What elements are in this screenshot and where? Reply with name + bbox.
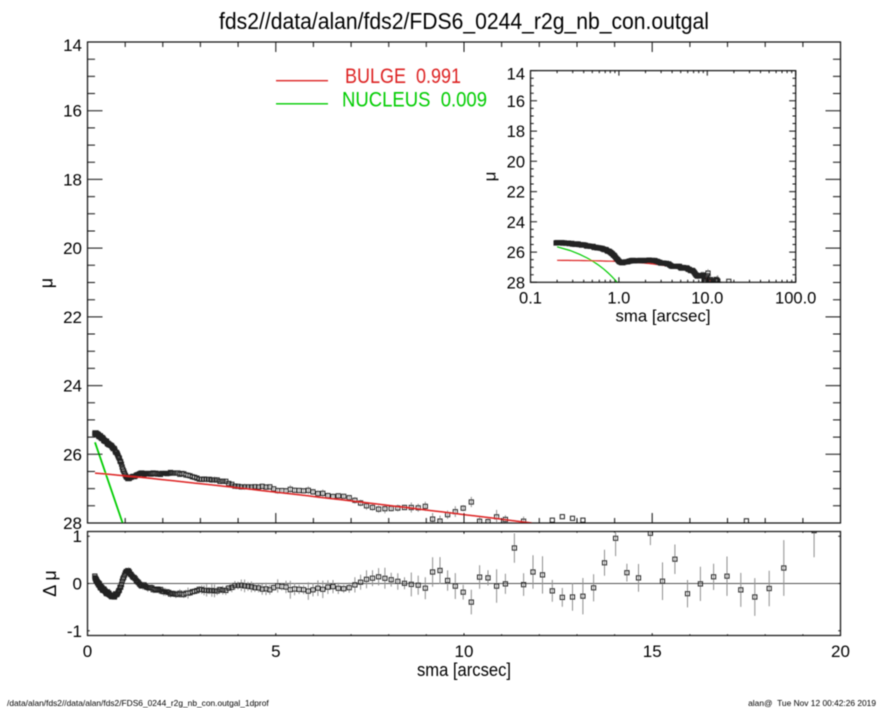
svg-text:20: 20 <box>831 642 850 661</box>
svg-text:100.0: 100.0 <box>775 290 816 308</box>
svg-text:1: 1 <box>73 527 82 546</box>
svg-text:alan@ Tue Nov 12 00:42:26 201: alan@ Tue Nov 12 00:42:26 2019 <box>748 698 876 708</box>
svg-text:NUCLEUS 0.009: NUCLEUS 0.009 <box>342 88 487 112</box>
svg-text:26: 26 <box>63 445 82 464</box>
svg-text:5: 5 <box>271 642 280 661</box>
svg-text:fds2//data/alan/fds2/FDS6_0244: fds2//data/alan/fds2/FDS6_0244_r2g_nb_co… <box>219 8 709 34</box>
svg-text:10: 10 <box>455 642 474 661</box>
svg-text:sma [arcsec]: sma [arcsec] <box>616 307 711 326</box>
svg-text:-1: -1 <box>67 622 82 641</box>
svg-text:μ: μ <box>481 172 500 182</box>
svg-text:μ: μ <box>37 278 57 288</box>
svg-text:0.1: 0.1 <box>519 290 542 308</box>
svg-text:26: 26 <box>507 244 525 262</box>
svg-text:28: 28 <box>507 274 525 292</box>
svg-text:14: 14 <box>63 36 82 55</box>
svg-text:20: 20 <box>507 153 525 171</box>
svg-text:Δ μ: Δ μ <box>40 570 60 596</box>
svg-text:/data/alan/fds2//data/alan/fds: /data/alan/fds2//data/alan/fds2/FDS6_024… <box>7 698 269 708</box>
svg-text:sma [arcsec]: sma [arcsec] <box>417 660 511 680</box>
svg-text:1.0: 1.0 <box>607 290 630 308</box>
svg-text:0: 0 <box>73 575 82 594</box>
svg-text:18: 18 <box>63 170 82 189</box>
svg-text:16: 16 <box>507 93 525 111</box>
svg-text:0: 0 <box>83 642 92 661</box>
svg-text:16: 16 <box>63 102 82 121</box>
svg-text:28: 28 <box>63 514 82 533</box>
svg-text:10.0: 10.0 <box>691 290 723 308</box>
svg-text:18: 18 <box>507 123 525 141</box>
svg-text:20: 20 <box>63 239 82 258</box>
svg-text:22: 22 <box>507 184 525 202</box>
svg-text:24: 24 <box>507 214 525 232</box>
svg-text:22: 22 <box>63 308 82 327</box>
svg-text:24: 24 <box>63 377 82 396</box>
svg-text:15: 15 <box>643 642 662 661</box>
svg-text:BULGE 0.991: BULGE 0.991 <box>345 64 461 88</box>
svg-text:14: 14 <box>507 66 525 84</box>
